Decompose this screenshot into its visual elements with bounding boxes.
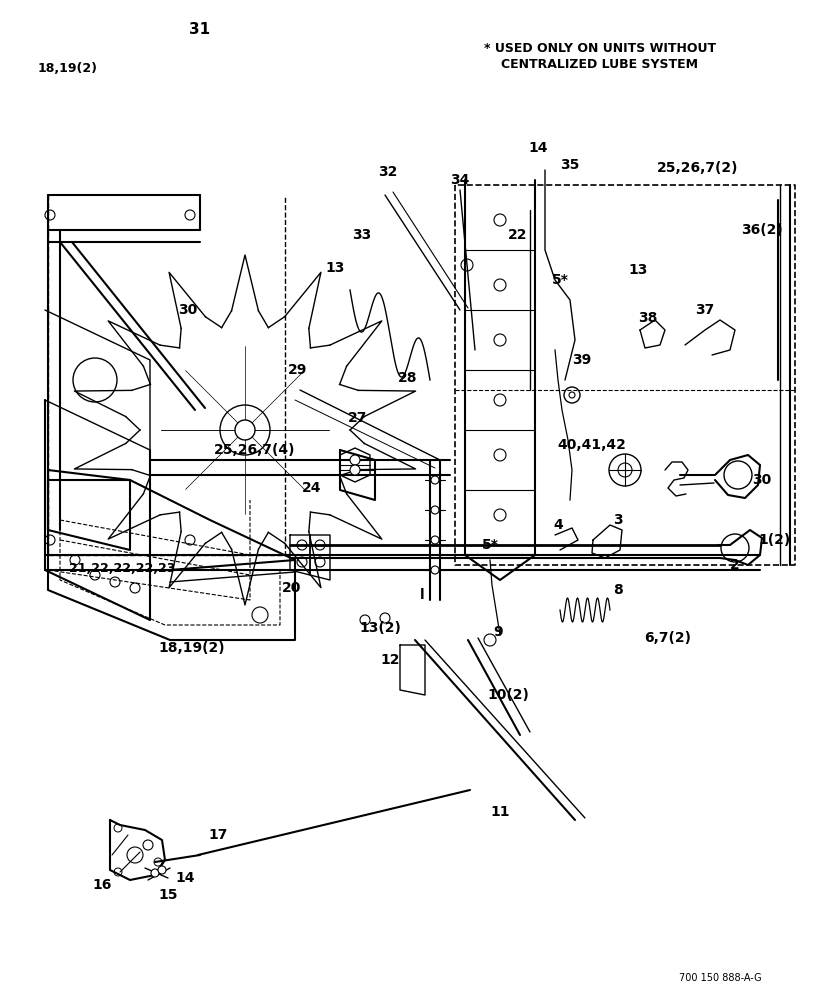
Text: 24: 24 [302,481,321,495]
Text: 17: 17 [208,828,228,842]
Text: 32: 32 [378,165,397,179]
Text: 18,19(2): 18,19(2) [159,641,225,655]
Text: 16: 16 [93,878,111,892]
Text: 13: 13 [325,261,344,275]
Text: 25,26,7(4): 25,26,7(4) [214,443,296,457]
Text: 29: 29 [288,363,307,377]
Text: 21,22,22,22,23: 21,22,22,22,23 [69,562,175,574]
Circle shape [431,566,438,574]
Text: 2: 2 [729,558,739,572]
Circle shape [151,869,159,877]
Text: 25,26,7(2): 25,26,7(2) [657,161,738,175]
Circle shape [350,455,360,465]
Text: 1(2): 1(2) [758,533,790,547]
Circle shape [431,536,438,544]
Text: 30: 30 [179,303,197,317]
Text: 40,41,42: 40,41,42 [557,438,626,452]
Text: 12: 12 [380,653,400,667]
Text: l: l [419,588,423,602]
Text: 38: 38 [637,311,657,325]
Circle shape [350,465,360,475]
Text: 11: 11 [490,805,509,819]
Text: 35: 35 [559,158,579,172]
Text: 27: 27 [348,411,367,425]
Text: 3: 3 [613,513,622,527]
Text: 13(2): 13(2) [359,621,400,635]
Circle shape [568,392,574,398]
Text: 33: 33 [352,228,371,242]
Circle shape [158,866,165,874]
Text: 6,7(2): 6,7(2) [644,631,690,645]
Text: 34: 34 [450,173,469,187]
Text: 15: 15 [158,888,178,902]
Text: 5*: 5* [481,538,498,552]
Text: 9: 9 [492,625,502,639]
Text: 5*: 5* [551,273,568,287]
Text: 28: 28 [398,371,417,385]
Text: * USED ONLY ON UNITS WITHOUT: * USED ONLY ON UNITS WITHOUT [483,41,715,54]
Text: 14: 14 [527,141,547,155]
Text: 14: 14 [175,871,195,885]
Text: 30: 30 [752,473,771,487]
Circle shape [431,506,438,514]
Text: 700 150 888-A-G: 700 150 888-A-G [678,973,760,983]
Text: 37: 37 [695,303,713,317]
Text: 8: 8 [613,583,622,597]
Text: CENTRALIZED LUBE SYSTEM: CENTRALIZED LUBE SYSTEM [501,57,698,70]
Text: 39: 39 [572,353,590,367]
Text: 22: 22 [508,228,527,242]
Text: 20: 20 [282,581,301,595]
Text: 4: 4 [553,518,562,532]
Text: 18,19(2): 18,19(2) [38,62,98,75]
Text: 31: 31 [189,22,210,37]
Circle shape [235,420,255,440]
Text: 13: 13 [627,263,647,277]
Circle shape [431,476,438,484]
Text: 10(2): 10(2) [486,688,528,702]
Text: 36(2): 36(2) [740,223,782,237]
